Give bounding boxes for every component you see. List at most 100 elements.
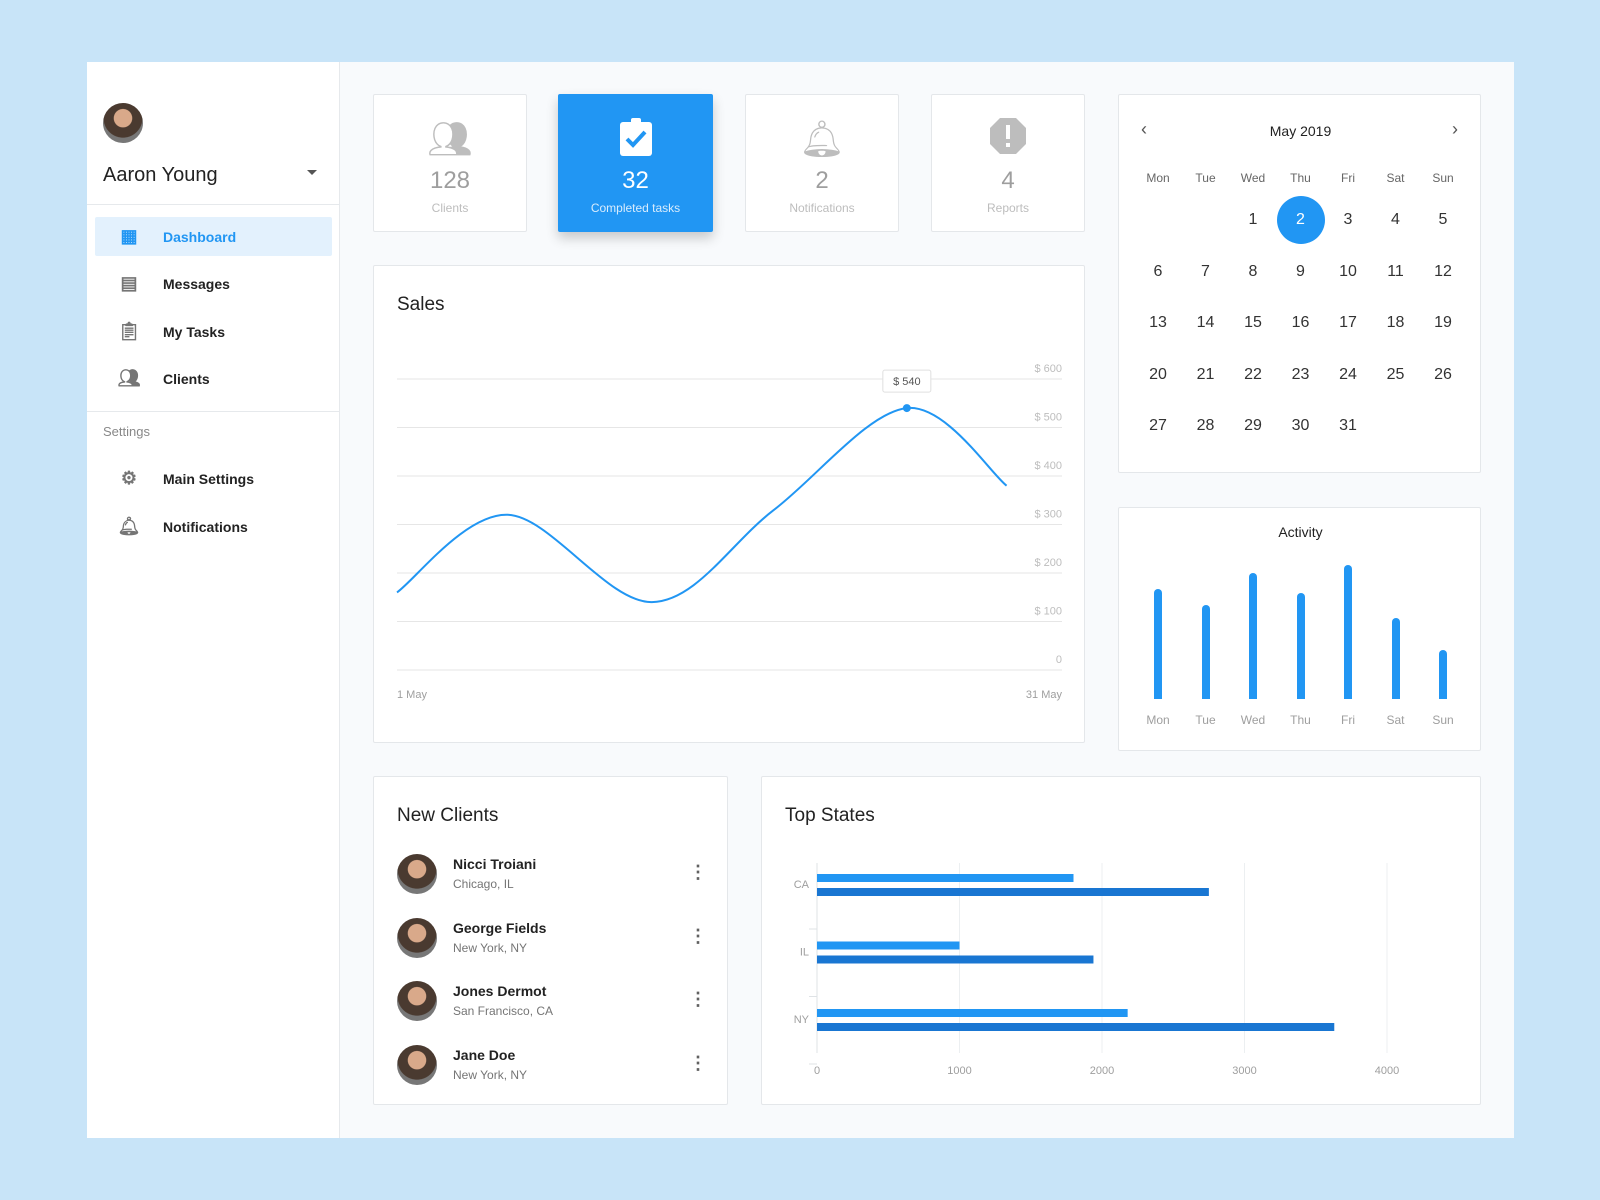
weekday-header: Fri xyxy=(1341,171,1355,185)
calendar-day[interactable]: 9 xyxy=(1296,262,1305,280)
y-tick-label: $ 300 xyxy=(1034,509,1062,521)
x-tick-label: 2000 xyxy=(1090,1065,1114,1077)
calendar-day[interactable]: 14 xyxy=(1196,314,1215,331)
calendar-day[interactable]: 27 xyxy=(1149,417,1167,434)
stat-card-notifications[interactable]: 🔔︎ 2 Notifications xyxy=(745,94,899,232)
calendar-day[interactable]: 19 xyxy=(1434,314,1452,331)
sidebar: Aaron Young ▦ Dashboard ▤ Messages 📋︎ My Ta… xyxy=(87,62,340,1138)
new-clients-title: New Clients xyxy=(397,805,499,826)
clipboard-check-icon xyxy=(559,117,712,161)
sidebar-item-label: Messages xyxy=(163,275,230,292)
calendar-day[interactable]: 28 xyxy=(1196,417,1215,434)
weekday-header: Sat xyxy=(1386,171,1405,185)
state-bar xyxy=(817,1023,1335,1031)
calendar-day[interactable]: 5 xyxy=(1438,211,1448,228)
user-avatar[interactable] xyxy=(103,103,143,143)
sales-chart[interactable]: 0 $ 100 $ 200 $ 300 $ 400 $ 500 $ 600 1 May 31 M… xyxy=(374,266,1086,744)
user-menu-dropdown-icon[interactable] xyxy=(307,170,317,175)
sidebar-item-messages[interactable]: ▤ Messages xyxy=(95,264,332,303)
activity-bar xyxy=(1201,604,1210,699)
sales-card: Sales 0 $ 100 $ 200 $ 300 $ 400 $ 500 $ 600 1 M… xyxy=(373,265,1085,743)
client-name: Jane Doe xyxy=(453,1046,516,1063)
calendar-day[interactable]: 8 xyxy=(1248,262,1258,280)
sidebar-item-dashboard[interactable]: ▦ Dashboard xyxy=(95,217,332,256)
calendar-day[interactable]: 1 xyxy=(1248,211,1258,228)
sidebar-item-main-settings[interactable]: ⚙ Main Settings xyxy=(95,459,332,498)
calendar-day[interactable]: 21 xyxy=(1196,365,1215,383)
state-bar xyxy=(817,955,1094,964)
x-tick-label: 1000 xyxy=(947,1065,971,1077)
client-list-item[interactable]: Jones Dermot San Francisco, CA ⋮ xyxy=(397,981,707,1021)
people-icon: 👥︎ xyxy=(427,118,473,159)
client-list-item[interactable]: George Fields New York, NY ⋮ xyxy=(397,917,707,958)
calendar-day[interactable]: 10 xyxy=(1339,262,1357,280)
calendar-day[interactable]: 6 xyxy=(1153,262,1163,280)
x-tick-label: 4000 xyxy=(1375,1065,1399,1077)
more-vertical-icon[interactable]: ⋮ xyxy=(689,862,707,882)
client-avatar xyxy=(397,1044,437,1085)
calendar-day[interactable]: 30 xyxy=(1291,417,1310,434)
calendar-day[interactable]: 23 xyxy=(1291,365,1310,383)
state-bar xyxy=(817,874,1074,882)
calendar-day[interactable]: 16 xyxy=(1291,314,1310,331)
calendar-day[interactable]: 12 xyxy=(1434,262,1452,280)
calendar-day[interactable]: 31 xyxy=(1339,417,1357,434)
activity-bar xyxy=(1439,649,1447,699)
calendar-day[interactable]: 17 xyxy=(1339,314,1357,331)
calendar-day[interactable]: 2 xyxy=(1276,196,1325,244)
tooltip-label: $ 540 xyxy=(893,376,921,388)
state-bar xyxy=(817,888,1209,896)
activity-bar xyxy=(1154,588,1162,699)
clipboard-icon: 📋︎ xyxy=(117,321,141,341)
calendar-day[interactable]: 25 xyxy=(1386,365,1405,383)
y-tick-label: $ 400 xyxy=(1034,460,1062,472)
y-tick-label: $ 200 xyxy=(1034,557,1062,569)
calendar-day[interactable]: 15 xyxy=(1244,314,1262,331)
user-name: Aaron Young xyxy=(103,164,218,186)
next-month-chevron-icon[interactable]: › xyxy=(1452,119,1458,139)
top-states-chart: 0 1000 2000 3000 4000 CA IL NY xyxy=(794,863,1399,1077)
calendar-day[interactable]: 13 xyxy=(1149,314,1167,331)
more-vertical-icon[interactable]: ⋮ xyxy=(689,1052,707,1073)
calendar-day[interactable]: 22 xyxy=(1244,365,1262,383)
stat-card-clients[interactable]: 👥︎ 128 Clients xyxy=(373,94,527,232)
stat-card-completed-tasks[interactable]: 32 Completed tasks xyxy=(558,94,713,232)
calendar-day[interactable]: 4 xyxy=(1391,211,1400,228)
settings-section-label: Settings xyxy=(103,424,150,439)
stat-card-reports[interactable]: 4 Reports xyxy=(931,94,1085,232)
sidebar-item-label: Notifications xyxy=(163,518,248,535)
client-list-item[interactable]: Jane Doe New York, NY ⋮ xyxy=(397,1044,707,1085)
top-states-card: Top States 0 1000 2000 3000 4000 CA IL NY xyxy=(761,776,1481,1105)
more-vertical-icon[interactable]: ⋮ xyxy=(689,925,707,946)
client-name: Jones Dermot xyxy=(453,983,547,999)
calendar-card: ‹ › May 2019 Mon Tue Wed Thu Fri Sat Sun 1 2 3 4 5 6… xyxy=(1118,94,1481,473)
client-location: San Francisco, CA xyxy=(453,1004,554,1018)
stat-label: Clients xyxy=(431,201,469,215)
x-tick-label: 3000 xyxy=(1232,1065,1256,1077)
calendar-day[interactable]: 24 xyxy=(1339,365,1357,383)
client-location: New York, NY xyxy=(453,940,528,955)
bell-icon: 🔔︎ xyxy=(117,516,141,536)
sidebar-item-label: My Tasks xyxy=(163,323,225,340)
tooltip xyxy=(882,369,932,393)
calendar-day[interactable]: 29 xyxy=(1244,417,1262,434)
calendar-day[interactable]: 3 xyxy=(1343,211,1353,228)
client-list-item[interactable]: Nicci Troiani Chicago, IL ⋮ xyxy=(397,854,707,894)
y-tick-label: $ 600 xyxy=(1034,363,1062,375)
sidebar-item-my-tasks[interactable]: 📋︎ My Tasks xyxy=(95,312,332,351)
prev-month-chevron-icon[interactable]: ‹ xyxy=(1141,119,1147,139)
activity-day-label: Sat xyxy=(1386,713,1405,727)
category-label: NY xyxy=(794,1014,810,1026)
more-vertical-icon[interactable]: ⋮ xyxy=(689,989,707,1009)
stat-value: 32 xyxy=(622,167,649,194)
calendar-day[interactable]: 26 xyxy=(1434,365,1452,383)
calendar-day[interactable]: 20 xyxy=(1149,365,1167,383)
sidebar-item-clients[interactable]: 👥︎ Clients xyxy=(95,359,332,398)
calendar-day[interactable]: 11 xyxy=(1387,262,1404,280)
sidebar-item-notifications[interactable]: 🔔︎ Notifications xyxy=(95,507,332,546)
client-avatar xyxy=(397,981,437,1021)
activity-day-label: Sun xyxy=(1432,713,1454,727)
calendar-day[interactable]: 18 xyxy=(1386,314,1405,331)
calendar-title: May 2019 xyxy=(1269,123,1332,139)
calendar-day[interactable]: 7 xyxy=(1201,262,1210,280)
